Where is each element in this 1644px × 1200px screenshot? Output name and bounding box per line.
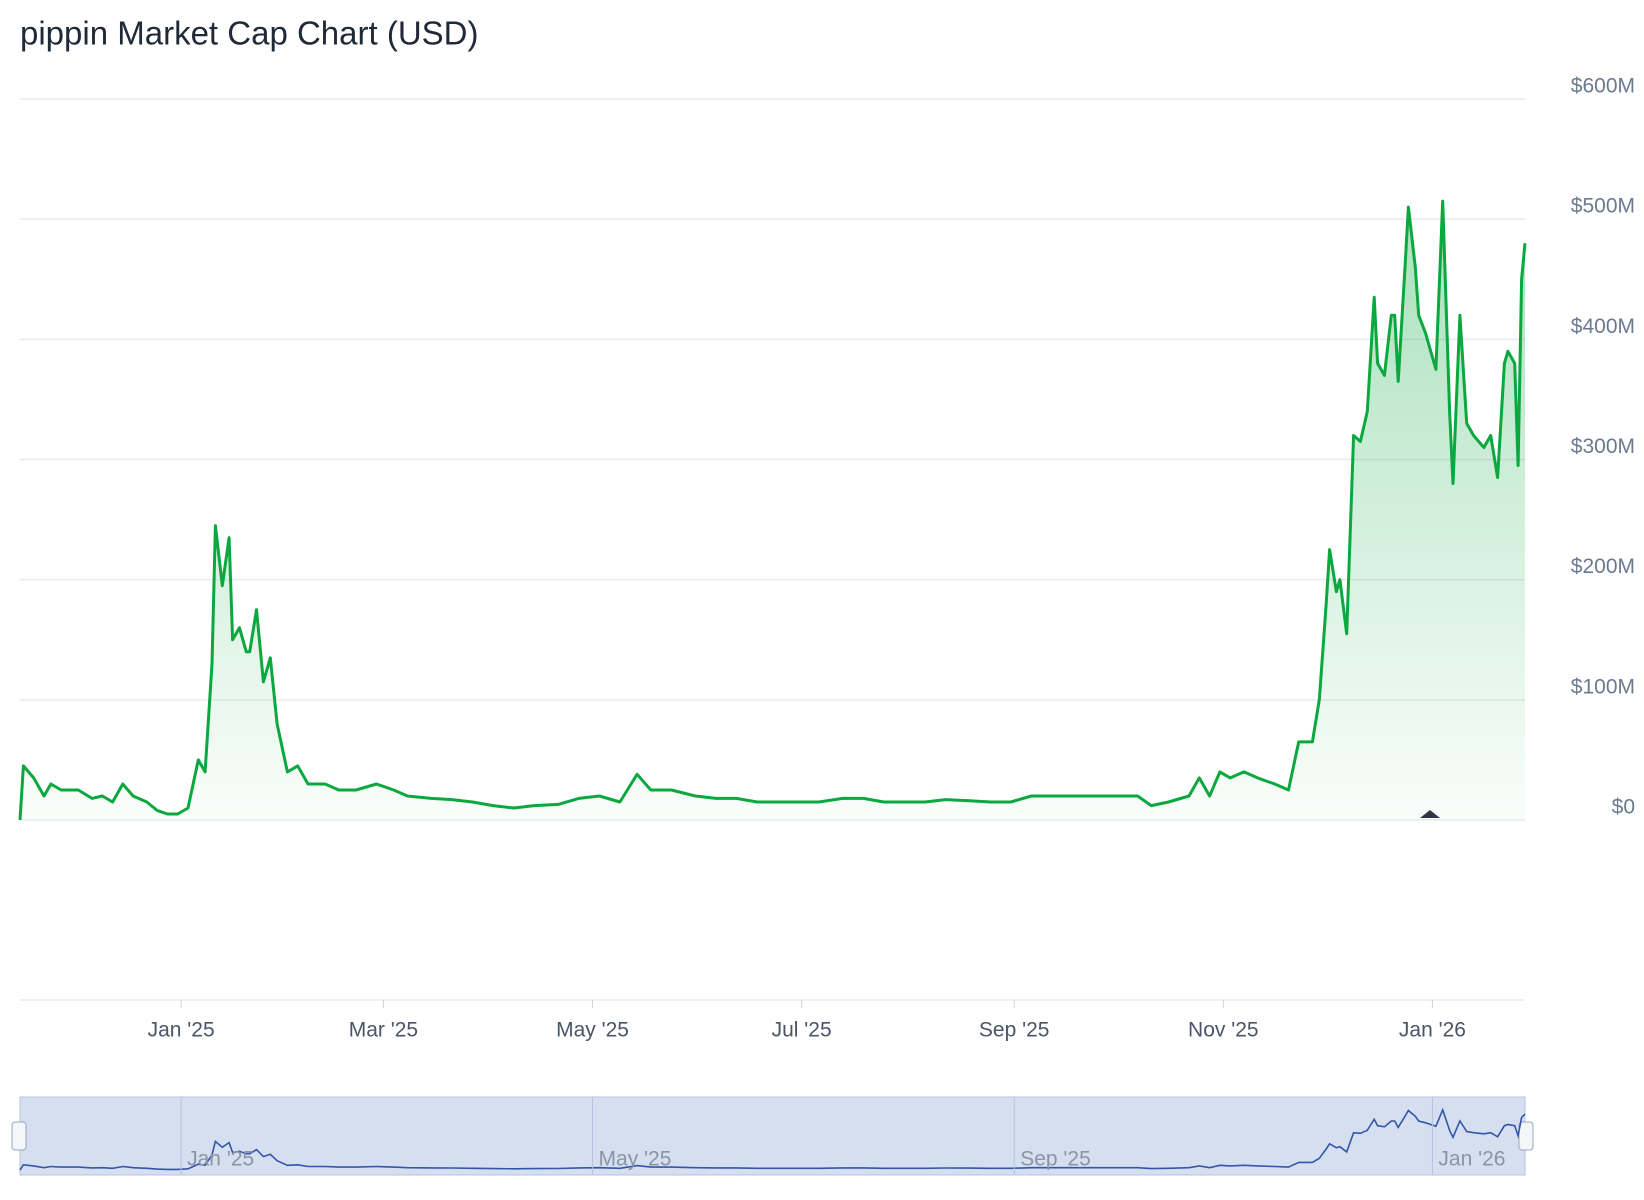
x-tick-label: Nov '25: [1188, 1019, 1259, 1042]
y-tick-label: $600M: [1571, 75, 1635, 98]
navigator-line: [19, 1107, 1526, 1171]
chart-title: pippin Market Cap Chart (USD): [20, 15, 479, 52]
x-tick-label: May '25: [556, 1019, 629, 1042]
navigator-tick-label: May '25: [599, 1148, 672, 1171]
line: [18, 199, 1527, 821]
y-tick-label: $400M: [1571, 315, 1635, 338]
navigator-handle-left[interactable]: [11, 1121, 27, 1151]
x-tick-label: Mar '25: [349, 1019, 418, 1042]
y-tick-label: $100M: [1571, 675, 1635, 698]
y-tick-label: $200M: [1571, 555, 1635, 578]
x-tick-label: Jan '26: [1399, 1019, 1466, 1042]
x-tick-label: Sep '25: [979, 1019, 1050, 1042]
y-tick-label: $300M: [1571, 435, 1635, 458]
navigator-tick-label: Jan '25: [187, 1148, 254, 1171]
y-tick-label: $0: [1612, 796, 1635, 819]
x-tick-label: Jan '25: [148, 1019, 215, 1042]
navigator-handle-right[interactable]: [1518, 1121, 1534, 1151]
event-marker: [1420, 810, 1440, 818]
y-tick-label: $500M: [1571, 195, 1635, 218]
navigator-tick-label: Sep '25: [1020, 1148, 1091, 1171]
area-fill: [20, 201, 1525, 821]
navigator-tick-label: Jan '26: [1438, 1148, 1505, 1171]
navigator-window[interactable]: [19, 1096, 1526, 1176]
x-tick-label: Jul '25: [772, 1019, 832, 1042]
